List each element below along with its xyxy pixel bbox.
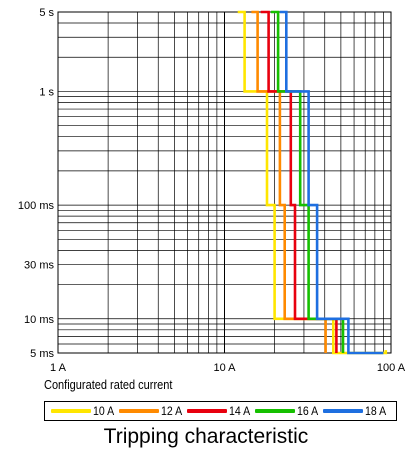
y-tick-label: 30 ms <box>24 260 54 272</box>
y-tick-label: 1 s <box>39 86 54 98</box>
legend-label: 18 A <box>365 404 387 418</box>
y-tick-label: 100 ms <box>18 200 55 212</box>
legend-label: 16 A <box>297 404 319 418</box>
legend-label: 14 A <box>229 404 251 418</box>
legend-swatch <box>323 409 363 413</box>
chart-legend: 10 A 12 A 14 A 16 A 18 A <box>44 401 397 421</box>
legend-item-18a: 18 A <box>323 402 389 420</box>
legend-item-14a: 14 A <box>187 402 253 420</box>
legend-item-10a: 10 A <box>51 402 117 420</box>
legend-title: Configurated rated current <box>44 378 173 392</box>
series-line-12a <box>251 10 327 353</box>
legend-swatch <box>51 409 91 413</box>
y-tick-label: 5 s <box>39 7 54 19</box>
legend-label: 12 A <box>161 404 183 418</box>
x-tick-label: 1 A <box>50 362 67 374</box>
legend-item-16a: 16 A <box>255 402 321 420</box>
x-tick-label: 10 A <box>213 362 236 374</box>
legend-item-12a: 12 A <box>119 402 185 420</box>
y-tick-label: 10 ms <box>24 314 54 326</box>
plot-frame <box>57 11 392 354</box>
chart-title: Tripping characteristic <box>103 425 309 448</box>
series-line-16a <box>270 10 345 353</box>
legend-swatch <box>255 409 295 413</box>
tripping-chart: 5 s 1 s 100 ms 30 ms 10 ms 5 ms 1 A 10 A 100 A <box>18 7 406 374</box>
legend-label: 10 A <box>93 404 115 418</box>
y-tick-label: 5 ms <box>30 348 54 360</box>
legend-swatch <box>119 409 159 413</box>
series-line-10a <box>237 10 388 355</box>
chart-grid <box>57 11 392 354</box>
x-tick-label: 100 A <box>377 362 406 374</box>
chart-tick-labels: 5 s 1 s 100 ms 30 ms 10 ms 5 ms 1 A 10 A 100 A <box>18 7 406 374</box>
series-line-18a <box>279 10 384 355</box>
legend-swatch <box>187 409 227 413</box>
chart-series <box>237 10 388 355</box>
